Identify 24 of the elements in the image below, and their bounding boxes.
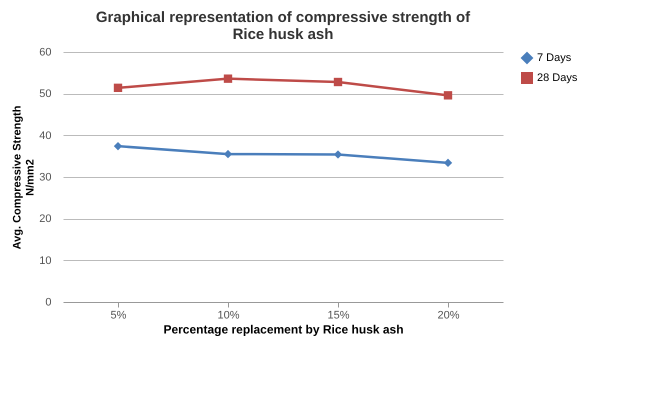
- y-tick-label: 60: [39, 46, 52, 58]
- x-tick-label: 15%: [327, 310, 350, 322]
- point: [334, 78, 342, 86]
- x-tick-label: 20%: [437, 310, 460, 322]
- y-tick-label: 40: [39, 130, 52, 142]
- y-tick-label: 30: [39, 172, 52, 184]
- y-tick-label: 50: [39, 88, 52, 100]
- chart-title: Graphical representation of compressive strength of Rice husk ash: [96, 9, 472, 43]
- y-tick-label: 0: [45, 296, 52, 308]
- y-tick-label: 20: [39, 213, 52, 226]
- x-axis-title: Percentage replacement by Rice husk ash: [163, 322, 404, 336]
- point: [444, 158, 452, 168]
- point: [334, 150, 342, 159]
- point: [114, 84, 122, 92]
- x-tick-label: 10%: [217, 310, 240, 322]
- legend-label: 7 Days: [537, 52, 572, 64]
- y-tick-label: 10: [39, 254, 52, 267]
- x-tick-label: 5%: [110, 310, 127, 322]
- point: [224, 150, 232, 158]
- point: [224, 74, 232, 83]
- point: [444, 91, 452, 100]
- y-axis-title: Avg. Compressive Strength N/mm2: [11, 105, 36, 250]
- point: [114, 142, 122, 150]
- legend-label: 28 Days: [537, 72, 578, 84]
